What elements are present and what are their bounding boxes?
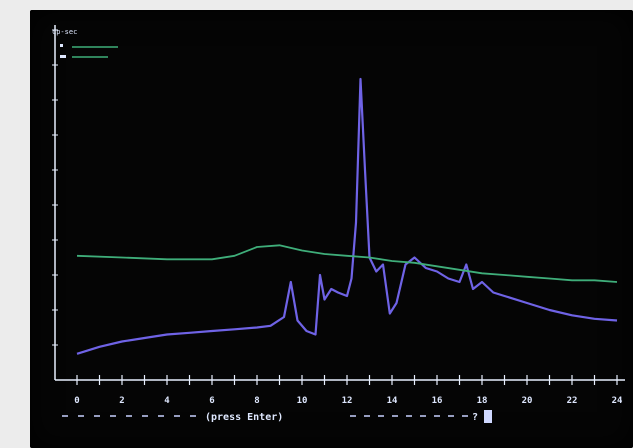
series-line-2 <box>76 244 618 283</box>
legend-marker-series-1 <box>60 44 63 47</box>
x-tick-label: 4 <box>164 396 170 406</box>
unit-label: cp-sec <box>52 28 77 36</box>
legend-marker-series-2 <box>60 55 66 58</box>
x-tick-label: 2 <box>119 396 124 406</box>
x-tick-label: 24 <box>612 396 623 406</box>
axes: 0 2 4 6 8 10 12 14 16 18 20 22 24 <box>52 25 625 406</box>
series-line-1 <box>76 77 618 355</box>
text-cursor[interactable] <box>484 410 492 423</box>
prompt-marker: ? <box>472 412 478 423</box>
x-tick-label: 16 <box>432 396 443 406</box>
x-tick-label: 8 <box>254 396 259 406</box>
x-tick-label: 0 <box>74 396 79 406</box>
x-tick-label: 20 <box>522 396 533 406</box>
x-tick-label: 14 <box>387 396 398 406</box>
series-layer <box>76 77 618 355</box>
x-tick-label: 6 <box>209 396 214 406</box>
crt-monitor-screen <box>30 10 633 448</box>
prompt-text: (press Enter) <box>205 412 283 423</box>
x-tick-label: 10 <box>297 396 308 406</box>
x-tick-label: 12 <box>342 396 353 406</box>
x-tick-label: 18 <box>477 396 488 406</box>
prompt-line[interactable]: (press Enter) ? <box>62 410 492 423</box>
legend: cp-sec <box>52 28 118 58</box>
x-tick-label: 22 <box>567 396 578 406</box>
